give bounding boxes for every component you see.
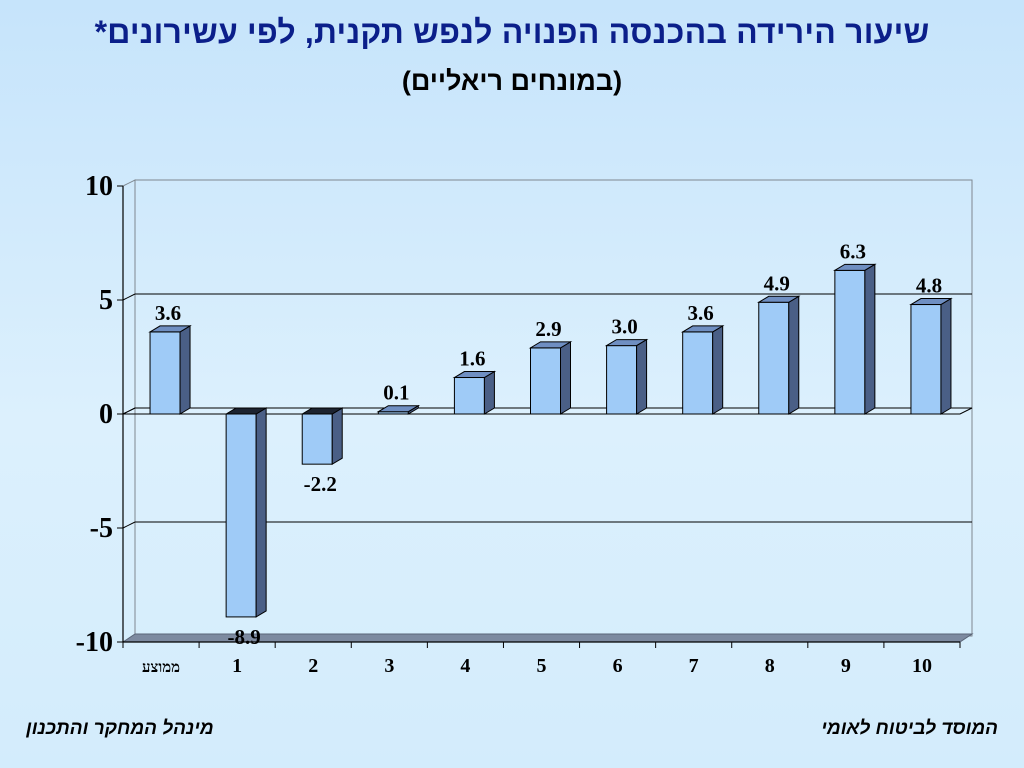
bar: [910, 304, 942, 415]
bar-group: [528, 340, 573, 415]
bar: [682, 331, 714, 415]
x-tick-label: 1: [232, 655, 242, 677]
bar-top: [376, 405, 421, 413]
x-tick-label: 4: [460, 655, 470, 677]
bar-side: [255, 407, 267, 618]
x-tick-label: ממוצע: [142, 660, 180, 676]
data-label: 3.0: [611, 315, 637, 339]
bar-top: [148, 325, 192, 333]
y-tick-label: -10: [76, 627, 113, 658]
data-label: 6.3: [840, 239, 866, 263]
data-label: 3.6: [688, 301, 714, 325]
bar-top: [680, 325, 725, 333]
bar-group: [300, 407, 345, 466]
bar-side: [712, 325, 724, 415]
bar-top: [300, 407, 345, 415]
footer-organization: המוסד לביטוח לאומי: [821, 718, 998, 739]
bar-top: [756, 295, 801, 303]
y-tick-label: 10: [85, 171, 113, 202]
bar-side: [788, 295, 800, 415]
bar: [606, 345, 638, 415]
chart-title: שיעור הירידה בהכנסה הפנויה לנפש תקנית, ל…: [94, 14, 930, 50]
gridline-depth: [122, 293, 136, 301]
data-label: 0.1: [383, 381, 409, 405]
chart-subtitle: (במונחים ריאליים): [401, 66, 623, 96]
bar-group: [604, 338, 649, 415]
bar-group: [376, 404, 421, 415]
data-label: -2.2: [304, 472, 337, 496]
bar-group: [148, 325, 192, 415]
data-label: 4.9: [764, 271, 790, 295]
bar-top: [528, 341, 573, 349]
bar-group: [452, 370, 497, 415]
footer-department: מינהל המחקר והתכנון: [26, 718, 214, 739]
gridline-depth: [122, 521, 136, 529]
bar-top: [604, 339, 649, 347]
x-tick-label: 6: [613, 655, 623, 677]
bar-side: [636, 338, 648, 415]
zero-plane: [122, 407, 973, 415]
bar-group: [680, 325, 725, 415]
bar-group: [909, 297, 953, 415]
x-tick-label: 2: [308, 655, 318, 677]
bar: [834, 269, 866, 415]
y-tick-label: -5: [90, 513, 113, 544]
data-label: 1.6: [459, 347, 485, 371]
bar-side: [179, 325, 191, 415]
y-tick-label: 0: [99, 399, 113, 430]
bar-side: [940, 297, 952, 415]
bar-side: [560, 340, 571, 415]
bar: [301, 413, 333, 465]
data-label: 2.9: [535, 317, 561, 341]
y-tick-label: 5: [99, 285, 113, 316]
bar-top: [833, 263, 877, 271]
data-label: 4.8: [916, 274, 942, 298]
x-tick-label: 7: [689, 655, 699, 677]
bar-group: [756, 295, 801, 415]
x-tick-label: 3: [384, 655, 394, 677]
x-tick-label: 5: [537, 655, 547, 677]
bar-top: [452, 371, 497, 379]
bar-top: [224, 407, 268, 415]
bar-group: [833, 263, 877, 415]
bar-top: [909, 298, 953, 306]
bar-side: [864, 263, 876, 415]
bar-side: [331, 407, 343, 466]
bar-side: [483, 370, 495, 415]
data-label: 3.6: [155, 301, 181, 325]
bar: [149, 331, 181, 415]
bar: [758, 301, 790, 415]
x-tick-label: 10: [912, 655, 932, 677]
bar: [530, 347, 561, 415]
data-label: -8.9: [228, 625, 261, 649]
x-tick-label: 8: [765, 655, 775, 677]
bar: [225, 413, 257, 618]
bar-group: [224, 407, 268, 618]
bar: [453, 377, 485, 415]
x-tick-label: 9: [841, 655, 851, 677]
